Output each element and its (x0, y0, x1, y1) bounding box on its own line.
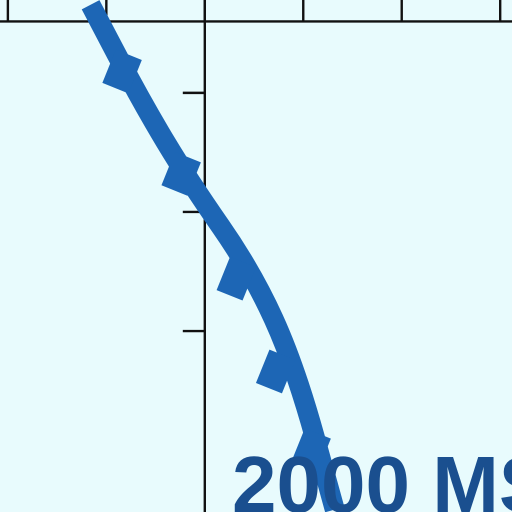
error-bar (291, 428, 331, 473)
error-bars-group (102, 49, 331, 473)
error-bar (255, 349, 296, 394)
error-bar (161, 151, 201, 196)
error-bar (102, 49, 142, 94)
series-annotation: 2000 MS (232, 440, 512, 512)
error-bar (216, 256, 257, 301)
